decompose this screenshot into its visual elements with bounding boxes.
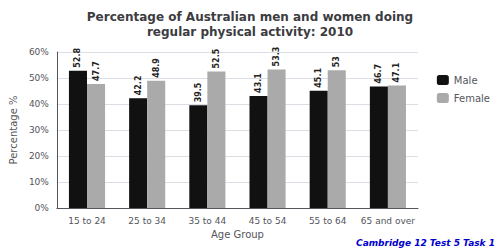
svg-text:42.2: 42.2 xyxy=(134,76,143,96)
svg-text:Percentage %: Percentage % xyxy=(8,96,19,165)
svg-text:35 to 44: 35 to 44 xyxy=(189,216,227,226)
svg-text:25 to 34: 25 to 34 xyxy=(128,216,166,226)
svg-text:48.9: 48.9 xyxy=(152,58,161,78)
svg-text:47.1: 47.1 xyxy=(392,62,401,82)
svg-text:43.1: 43.1 xyxy=(254,73,263,93)
svg-text:53: 53 xyxy=(332,56,341,67)
svg-text:20%: 20% xyxy=(29,151,49,161)
svg-text:50%: 50% xyxy=(29,73,49,83)
svg-text:10%: 10% xyxy=(29,177,49,187)
svg-text:Age Group: Age Group xyxy=(211,229,264,240)
svg-text:52.8: 52.8 xyxy=(73,48,82,68)
svg-text:30%: 30% xyxy=(29,125,49,135)
svg-text:Male: Male xyxy=(454,75,478,86)
svg-text:45 to 54: 45 to 54 xyxy=(249,216,287,226)
svg-text:60%: 60% xyxy=(29,47,49,57)
svg-text:15 to 24: 15 to 24 xyxy=(68,216,106,226)
svg-text:47.7: 47.7 xyxy=(92,61,101,81)
svg-text:52.5: 52.5 xyxy=(212,48,221,68)
svg-text:Percentage of Australian men a: Percentage of Australian men and women d… xyxy=(87,10,413,24)
svg-text:45.1: 45.1 xyxy=(314,68,323,88)
svg-text:40%: 40% xyxy=(29,99,49,109)
svg-text:46.7: 46.7 xyxy=(374,64,383,84)
svg-text:65 and over: 65 and over xyxy=(361,216,415,226)
svg-text:55 to 64: 55 to 64 xyxy=(309,216,347,226)
svg-text:regular physical activity: 201: regular physical activity: 2010 xyxy=(147,25,353,39)
svg-text:39.5: 39.5 xyxy=(194,82,203,102)
svg-text:Cambridge 12 Test 5 Task 1: Cambridge 12 Test 5 Task 1 xyxy=(356,238,495,248)
svg-text:0%: 0% xyxy=(35,203,50,213)
svg-text:53.3: 53.3 xyxy=(272,47,281,67)
svg-text:Female: Female xyxy=(454,93,490,104)
